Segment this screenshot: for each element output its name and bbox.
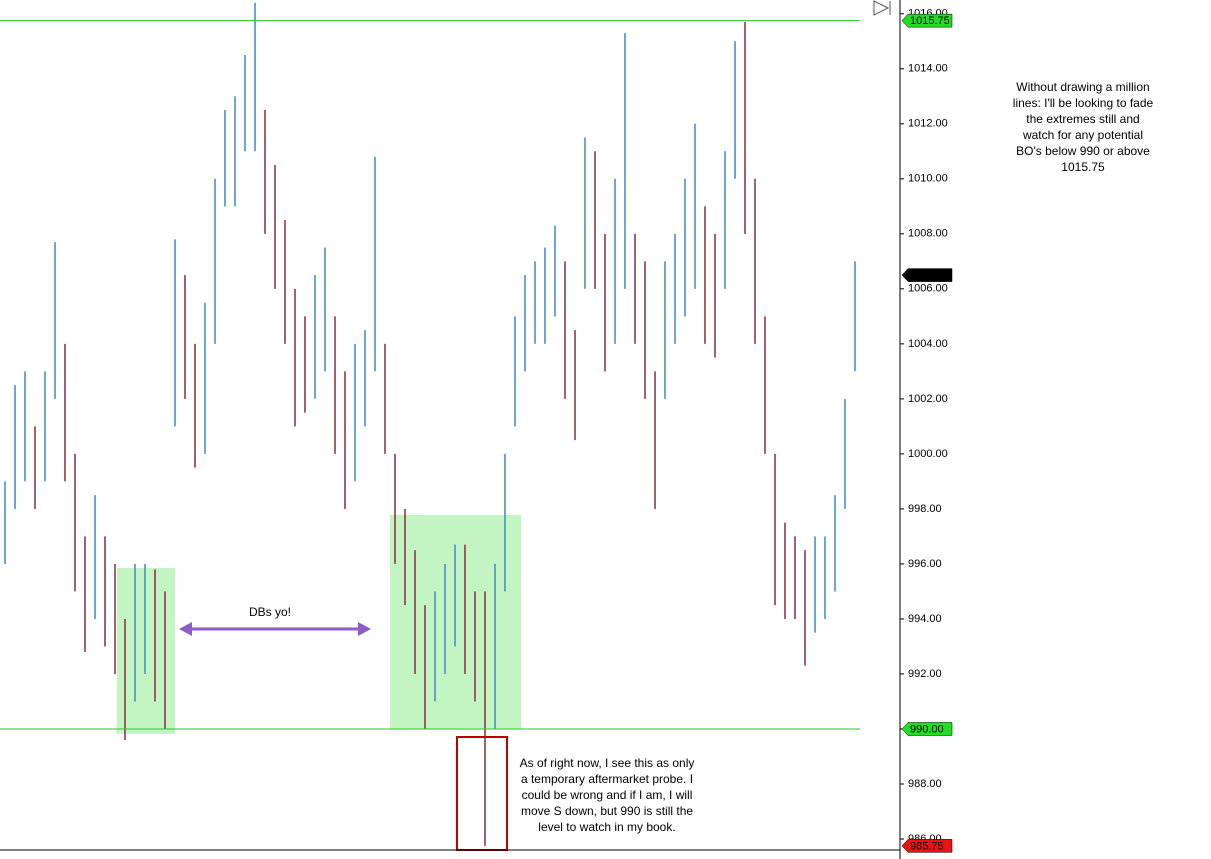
probe-note: could be wrong and if I am, I will (522, 788, 693, 802)
price-tag (901, 839, 953, 853)
y-tick-label: 996.00 (908, 558, 942, 570)
y-tick-label: 1004.00 (908, 338, 948, 350)
price-tag-label: 985.75 (910, 840, 944, 852)
side-note: lines: I'll be looking to fade (1013, 96, 1154, 110)
probe-note: As of right now, I see this as only (520, 756, 695, 770)
y-tick-label: 1014.00 (908, 63, 948, 75)
y-tick-label: 992.00 (908, 668, 942, 680)
price-tag-label: 1015.75 (910, 15, 950, 27)
y-tick-label: 1000.00 (908, 448, 948, 460)
y-tick-label: 998.00 (908, 503, 942, 515)
y-tick-label: 1012.00 (908, 118, 948, 130)
side-note: the extremes still and (1026, 112, 1139, 126)
double-arrow (179, 622, 371, 636)
side-note: 1015.75 (1061, 160, 1105, 174)
probe-box (456, 736, 508, 851)
y-tick-label: 1010.00 (908, 173, 948, 185)
price-tag (901, 268, 953, 282)
y-tick-label: 1008.00 (908, 228, 948, 240)
side-note: BO's below 990 or above (1016, 144, 1150, 158)
probe-note: a temporary aftermarket probe. I (521, 772, 693, 786)
price-tag-label: 990.00 (910, 723, 944, 735)
bars (4, 2, 856, 846)
arrow-label: DBs yo! (249, 605, 291, 619)
y-tick-label: 988.00 (908, 778, 942, 790)
price-tag-label: 1006.50 (910, 269, 950, 281)
side-note: Without drawing a million (1016, 80, 1149, 94)
y-tick-label: 994.00 (908, 613, 942, 625)
scroll-icon (873, 0, 891, 16)
y-tick-label: 1006.00 (908, 283, 948, 295)
y-tick-label: 1002.00 (908, 393, 948, 405)
price-tag (901, 722, 953, 736)
side-note: watch for any potential (1022, 128, 1143, 142)
probe-note: level to watch in my book. (538, 820, 675, 834)
price-tag (901, 13, 953, 28)
probe-note: move S down, but 990 is still the (521, 804, 693, 818)
